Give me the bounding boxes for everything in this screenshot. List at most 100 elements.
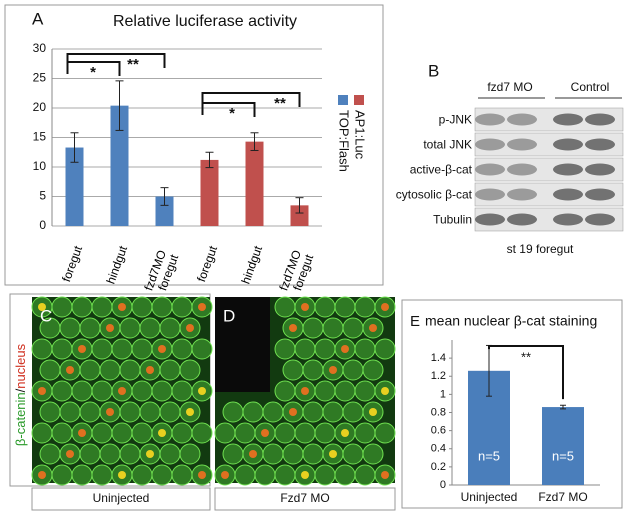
cell — [191, 338, 213, 360]
cell — [302, 401, 324, 423]
blot-band — [585, 113, 615, 126]
stain-nucleus: nucleus — [13, 343, 28, 388]
cell — [322, 317, 344, 339]
cell — [274, 338, 296, 360]
panel-e-frame — [401, 299, 623, 509]
nucleus — [381, 471, 389, 479]
nucleus — [38, 303, 46, 311]
nucleus — [329, 450, 337, 458]
cell — [111, 338, 133, 360]
nucleus — [78, 429, 86, 437]
chart-title: mean nuclear β-cat staining — [425, 313, 597, 329]
cell — [159, 317, 181, 339]
x-tick-label: Fzd7 MO — [538, 490, 587, 504]
nucleus — [198, 303, 206, 311]
nucleus — [158, 345, 166, 353]
blot-band — [553, 188, 583, 201]
cell — [91, 464, 113, 486]
cell — [139, 317, 161, 339]
legend-swatch — [354, 95, 364, 105]
blot-band — [553, 163, 583, 176]
cell — [51, 422, 73, 444]
nucleus — [221, 471, 229, 479]
error-bar — [560, 404, 566, 410]
cell — [234, 422, 256, 444]
bar — [542, 407, 584, 485]
nucleus — [381, 387, 389, 395]
nucleus — [146, 450, 154, 458]
cell — [79, 443, 101, 465]
cell — [314, 338, 336, 360]
blot-band — [475, 213, 505, 226]
cell — [99, 443, 121, 465]
nucleus — [301, 387, 309, 395]
cell — [294, 422, 316, 444]
blot-row-label: total JNK — [423, 138, 472, 152]
cell — [91, 422, 113, 444]
bar — [290, 205, 309, 226]
blot-band — [507, 163, 537, 176]
cell — [314, 422, 336, 444]
panel-letter: C — [40, 306, 52, 325]
cell — [131, 338, 153, 360]
y-tick-label: 0.4 — [431, 443, 446, 455]
cell — [342, 317, 364, 339]
cell — [282, 443, 304, 465]
cell — [234, 464, 256, 486]
cell — [79, 317, 101, 339]
blot-row-label: Tubulin — [433, 213, 472, 227]
cell — [214, 422, 236, 444]
cell — [31, 338, 53, 360]
cell — [151, 464, 173, 486]
nucleus — [118, 387, 126, 395]
cell — [314, 380, 336, 402]
image-caption: Uninjected — [93, 491, 150, 505]
cell — [71, 464, 93, 486]
cell — [191, 422, 213, 444]
significance-label: ** — [521, 349, 531, 364]
cell — [262, 401, 284, 423]
legend-label: TOP:Flash — [337, 110, 352, 172]
cell — [342, 359, 364, 381]
y-tick-label: 5 — [39, 189, 46, 203]
cell — [91, 296, 113, 318]
dark-area — [215, 297, 270, 392]
nucleus — [38, 387, 46, 395]
blot-band — [585, 138, 615, 151]
significance-label: ** — [274, 95, 286, 112]
cell — [79, 359, 101, 381]
y-tick-label: 0 — [39, 218, 46, 232]
nucleus — [301, 303, 309, 311]
cell — [179, 359, 201, 381]
cell — [99, 359, 121, 381]
cell — [322, 401, 344, 423]
panel-letter: E — [410, 313, 420, 330]
chart-title: Relative luciferase activity — [113, 13, 297, 30]
cell — [171, 338, 193, 360]
cell — [254, 464, 276, 486]
nucleus — [118, 303, 126, 311]
cell — [282, 359, 304, 381]
blot-band — [475, 188, 505, 201]
cell — [274, 380, 296, 402]
bar — [245, 141, 264, 226]
image-caption: Fzd7 MO — [280, 491, 329, 505]
nucleus — [301, 471, 309, 479]
cell — [91, 338, 113, 360]
cell — [51, 296, 73, 318]
bar — [110, 105, 129, 226]
nucleus — [329, 366, 337, 374]
cell — [334, 296, 356, 318]
cell — [302, 443, 324, 465]
nucleus — [66, 450, 74, 458]
cell — [274, 464, 296, 486]
y-tick-label: 10 — [33, 159, 47, 173]
nucleus — [341, 345, 349, 353]
cell — [354, 422, 376, 444]
error-bar — [250, 132, 259, 151]
blot-band — [475, 113, 505, 126]
cell — [262, 443, 284, 465]
panel-letter: A — [32, 9, 44, 28]
cell — [131, 464, 153, 486]
